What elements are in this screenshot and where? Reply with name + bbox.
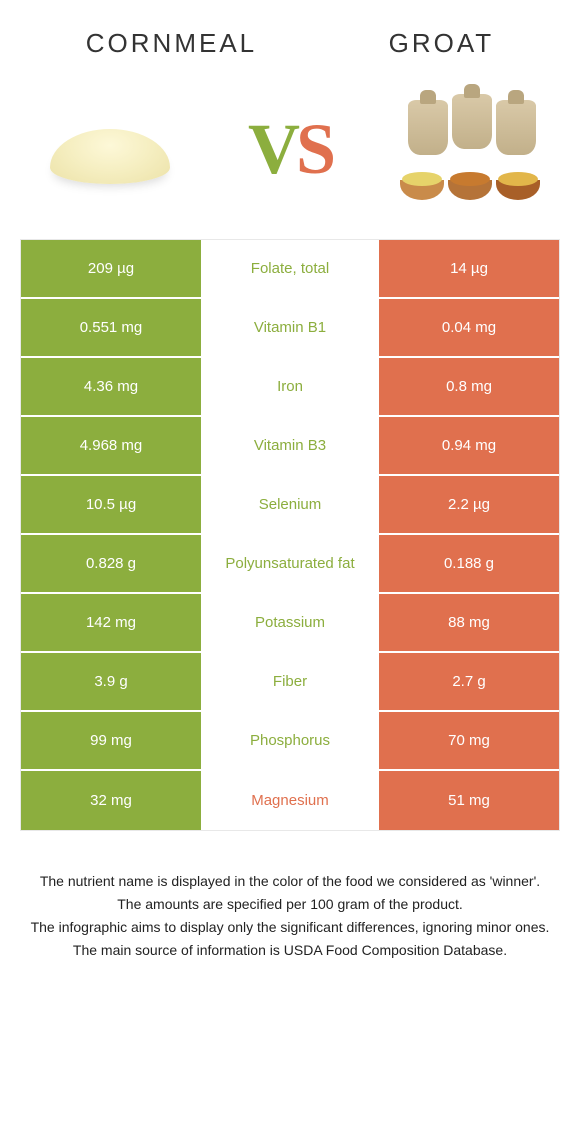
nutrient-row: 10.5 µgSelenium2.2 µg — [21, 476, 559, 535]
left-value-cell: 3.9 g — [21, 653, 201, 710]
left-food-image — [30, 89, 190, 209]
left-value-cell: 4.968 mg — [21, 417, 201, 474]
nutrient-name-cell: Potassium — [201, 594, 379, 651]
nutrient-row: 99 mgPhosphorus70 mg — [21, 712, 559, 771]
right-value-cell: 51 mg — [379, 771, 559, 830]
right-value-cell: 2.2 µg — [379, 476, 559, 533]
left-value-cell: 32 mg — [21, 771, 201, 830]
right-value-cell: 88 mg — [379, 594, 559, 651]
nutrient-name-cell: Phosphorus — [201, 712, 379, 769]
footer-line: The amounts are specified per 100 gram o… — [24, 894, 556, 915]
images-row: VS — [0, 69, 580, 239]
nutrient-name-cell: Vitamin B1 — [201, 299, 379, 356]
nutrient-row: 32 mgMagnesium51 mg — [21, 771, 559, 830]
footer-notes: The nutrient name is displayed in the co… — [0, 831, 580, 961]
vs-letter-s: S — [296, 109, 332, 189]
nutrient-name-cell: Iron — [201, 358, 379, 415]
left-value-cell: 0.828 g — [21, 535, 201, 592]
right-value-cell: 0.8 mg — [379, 358, 559, 415]
nutrient-name-cell: Magnesium — [201, 771, 379, 830]
footer-line: The nutrient name is displayed in the co… — [24, 871, 556, 892]
nutrient-row: 3.9 gFiber2.7 g — [21, 653, 559, 712]
nutrient-row: 0.551 mgVitamin B10.04 mg — [21, 299, 559, 358]
vs-label: VS — [248, 108, 332, 191]
left-value-cell: 99 mg — [21, 712, 201, 769]
right-value-cell: 0.04 mg — [379, 299, 559, 356]
nutrient-row: 0.828 gPolyunsaturated fat0.188 g — [21, 535, 559, 594]
nutrient-name-cell: Polyunsaturated fat — [201, 535, 379, 592]
nutrient-name-cell: Selenium — [201, 476, 379, 533]
vs-letter-v: V — [248, 109, 296, 189]
right-value-cell: 70 mg — [379, 712, 559, 769]
nutrient-name-cell: Vitamin B3 — [201, 417, 379, 474]
groat-sacks-icon — [390, 94, 550, 204]
left-value-cell: 4.36 mg — [21, 358, 201, 415]
right-value-cell: 0.94 mg — [379, 417, 559, 474]
left-value-cell: 0.551 mg — [21, 299, 201, 356]
right-value-cell: 14 µg — [379, 240, 559, 297]
cornmeal-pile-icon — [40, 104, 180, 194]
left-food-title: Cornmeal — [86, 28, 257, 59]
left-value-cell: 10.5 µg — [21, 476, 201, 533]
nutrient-row: 4.36 mgIron0.8 mg — [21, 358, 559, 417]
right-food-title: Groat — [389, 28, 495, 59]
nutrient-row: 142 mgPotassium88 mg — [21, 594, 559, 653]
nutrient-name-cell: Fiber — [201, 653, 379, 710]
nutrient-row: 209 µgFolate, total14 µg — [21, 240, 559, 299]
nutrient-table: 209 µgFolate, total14 µg0.551 mgVitamin … — [20, 239, 560, 831]
right-value-cell: 2.7 g — [379, 653, 559, 710]
header: Cornmeal Groat — [0, 0, 580, 69]
left-value-cell: 209 µg — [21, 240, 201, 297]
footer-line: The main source of information is USDA F… — [24, 940, 556, 961]
right-value-cell: 0.188 g — [379, 535, 559, 592]
right-food-image — [390, 89, 550, 209]
nutrient-name-cell: Folate, total — [201, 240, 379, 297]
left-value-cell: 142 mg — [21, 594, 201, 651]
nutrient-row: 4.968 mgVitamin B30.94 mg — [21, 417, 559, 476]
footer-line: The infographic aims to display only the… — [24, 917, 556, 938]
